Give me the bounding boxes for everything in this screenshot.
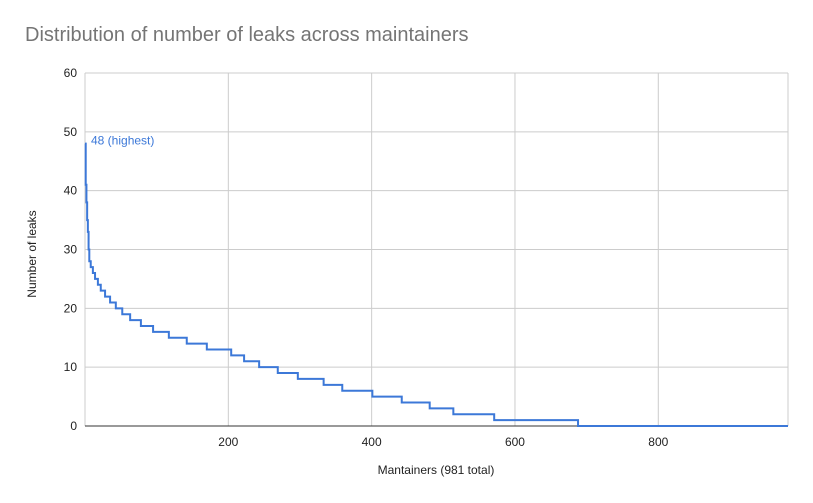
y-tick-label: 0 [70,419,77,433]
y-tick-label: 10 [64,360,78,374]
y-tick-label: 40 [64,184,78,198]
tick-labels: 0 10 20 30 40 50 60 200 400 600 800 [64,66,669,449]
leaks-series-line [84,142,788,427]
y-tick-label: 50 [64,125,78,139]
y-tick-label: 30 [64,243,78,257]
max-value-annotation: 48 (highest) [91,134,154,148]
y-tick-label: 60 [64,66,78,80]
x-tick-label: 800 [648,435,668,449]
chart-title: Distribution of number of leaks across m… [25,24,469,46]
y-tick-label: 20 [64,301,78,315]
series-layer [84,142,788,427]
x-axis-title: Mantainers (981 total) [378,463,495,477]
x-tick-label: 600 [505,435,525,449]
x-tick-label: 200 [218,435,238,449]
x-tick-label: 400 [362,435,382,449]
grid-lines [85,72,788,426]
y-axis-title: Number of leaks [25,210,39,297]
